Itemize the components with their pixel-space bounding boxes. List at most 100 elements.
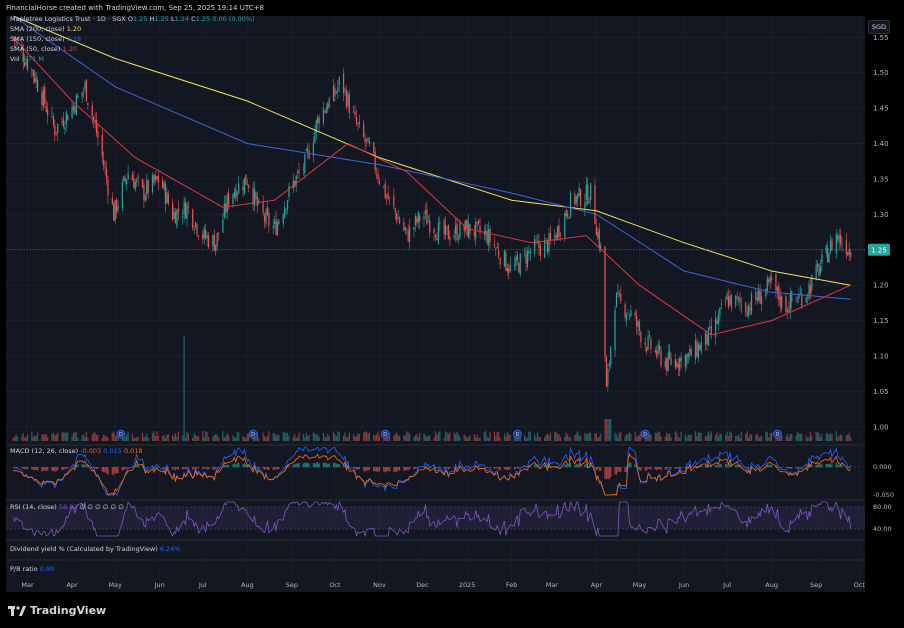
volume-bar	[407, 432, 409, 441]
macd-histogram-bar	[781, 467, 783, 468]
candle-body	[121, 181, 123, 208]
sma50-legend[interactable]: SMA (50, close) 1.20	[10, 45, 77, 53]
sma150-legend[interactable]: SMA (150, close) 1.18	[10, 35, 81, 43]
volume-bar	[805, 435, 807, 441]
candle-body	[342, 73, 345, 94]
macd-histogram-bar	[786, 467, 789, 469]
macd-histogram-bar	[805, 466, 807, 468]
volume-bar	[57, 432, 59, 441]
candle-body	[354, 112, 356, 115]
volume-bar	[476, 434, 478, 441]
sma200-legend[interactable]: SMA (200, close) 1.20	[10, 25, 81, 33]
volume-bar	[831, 434, 833, 441]
candle-body	[187, 207, 190, 208]
volume-bar	[172, 434, 174, 441]
macd-histogram-bar	[454, 466, 457, 468]
macd-histogram-bar	[324, 462, 326, 468]
candle-body	[436, 238, 438, 240]
macd-histogram-bar	[304, 462, 306, 468]
candle-body	[841, 243, 843, 246]
pb-legend[interactable]: P/B ratio 0.99	[10, 565, 54, 573]
macd-histogram-bar	[203, 467, 205, 469]
candle-body	[235, 188, 237, 199]
y-tick-label: 1.00	[873, 423, 889, 431]
volume-bar	[45, 434, 47, 441]
candle-body	[454, 225, 457, 234]
macd-histogram-bar	[463, 467, 465, 468]
candle-body	[337, 86, 339, 93]
volume-bar	[845, 435, 847, 441]
currency-badge[interactable]: SGD	[867, 20, 890, 34]
candle-body	[463, 225, 465, 232]
candle-body	[25, 61, 27, 66]
macd-histogram-bar	[71, 466, 73, 468]
candle-body	[667, 352, 669, 371]
volume-bar	[758, 437, 760, 441]
candle-body	[608, 363, 610, 366]
candle-body	[506, 268, 508, 272]
macd-histogram-bar	[172, 467, 174, 470]
symbol-legend[interactable]: Mapletree Logistics Trust · 1D · SGX O1.…	[10, 15, 255, 23]
candle-body	[404, 227, 406, 230]
macd-histogram-bar	[206, 467, 208, 470]
candle-body	[114, 200, 116, 221]
macd-histogram-bar	[776, 466, 778, 468]
macd-histogram-bar	[584, 464, 586, 468]
volume-bar	[103, 434, 105, 441]
candle-body	[146, 180, 148, 195]
macd-histogram-bar	[416, 467, 418, 469]
candle-body	[821, 254, 823, 264]
candle-body	[617, 291, 619, 295]
candle-body	[414, 216, 417, 226]
volume-bar	[41, 434, 43, 441]
macd-histogram-bar	[397, 467, 399, 471]
macd-histogram-bar	[91, 467, 93, 468]
volume-bar	[182, 435, 184, 441]
volume-legend[interactable]: Vol 6.71 M	[10, 55, 44, 63]
volume-bar	[795, 435, 797, 441]
candle-body	[103, 159, 105, 167]
candle-body	[466, 219, 468, 236]
x-tick-label: Oct	[329, 581, 341, 589]
macd-histogram-bar	[41, 467, 43, 472]
macd-histogram-bar	[127, 467, 129, 468]
macd-histogram-bar	[595, 467, 597, 471]
volume-bar	[404, 435, 406, 441]
candle-body	[829, 240, 832, 252]
candle-body	[709, 326, 711, 328]
macd-histogram-bar	[758, 466, 760, 468]
macd-histogram-bar	[730, 465, 733, 468]
macd-legend[interactable]: MACD (12, 26, close) -0.003 0.015 0.018	[10, 447, 143, 455]
volume-bar	[535, 437, 537, 441]
macd-histogram-bar	[518, 467, 520, 469]
candle-body	[282, 214, 284, 224]
candle-body	[268, 212, 270, 227]
macd-histogram-bar	[628, 462, 631, 468]
volume-bar	[35, 435, 37, 441]
candle-body	[495, 248, 497, 250]
volume-bar	[567, 434, 569, 441]
macd-histogram-bar	[344, 464, 346, 468]
volume-bar	[575, 433, 577, 441]
macd-histogram-bar	[569, 462, 572, 468]
candle-body	[493, 244, 496, 246]
volume-bar	[686, 437, 688, 441]
volume-bar	[660, 436, 662, 441]
high-value: 1.25	[154, 15, 169, 23]
tradingview-logo[interactable]: TradingView	[8, 604, 106, 617]
macd-histogram-bar	[617, 467, 619, 472]
x-tick-label: Jul	[722, 581, 731, 589]
candle-body	[84, 82, 86, 90]
dividend-legend[interactable]: Dividend yield % (Calculated by TradingV…	[10, 545, 180, 553]
volume-bar	[446, 432, 448, 441]
macd-histogram-bar	[332, 462, 335, 468]
volume-bar	[565, 432, 567, 441]
candle-body	[444, 224, 447, 235]
candle-body	[729, 296, 731, 305]
candle-body	[760, 296, 763, 304]
rsi-legend[interactable]: RSI (14, close) 58.82 ∅ ∅ ∅ ∅ ∅ ∅	[10, 503, 124, 511]
candle-body	[127, 172, 129, 180]
volume-bar	[505, 436, 507, 441]
candle-body	[465, 220, 467, 229]
